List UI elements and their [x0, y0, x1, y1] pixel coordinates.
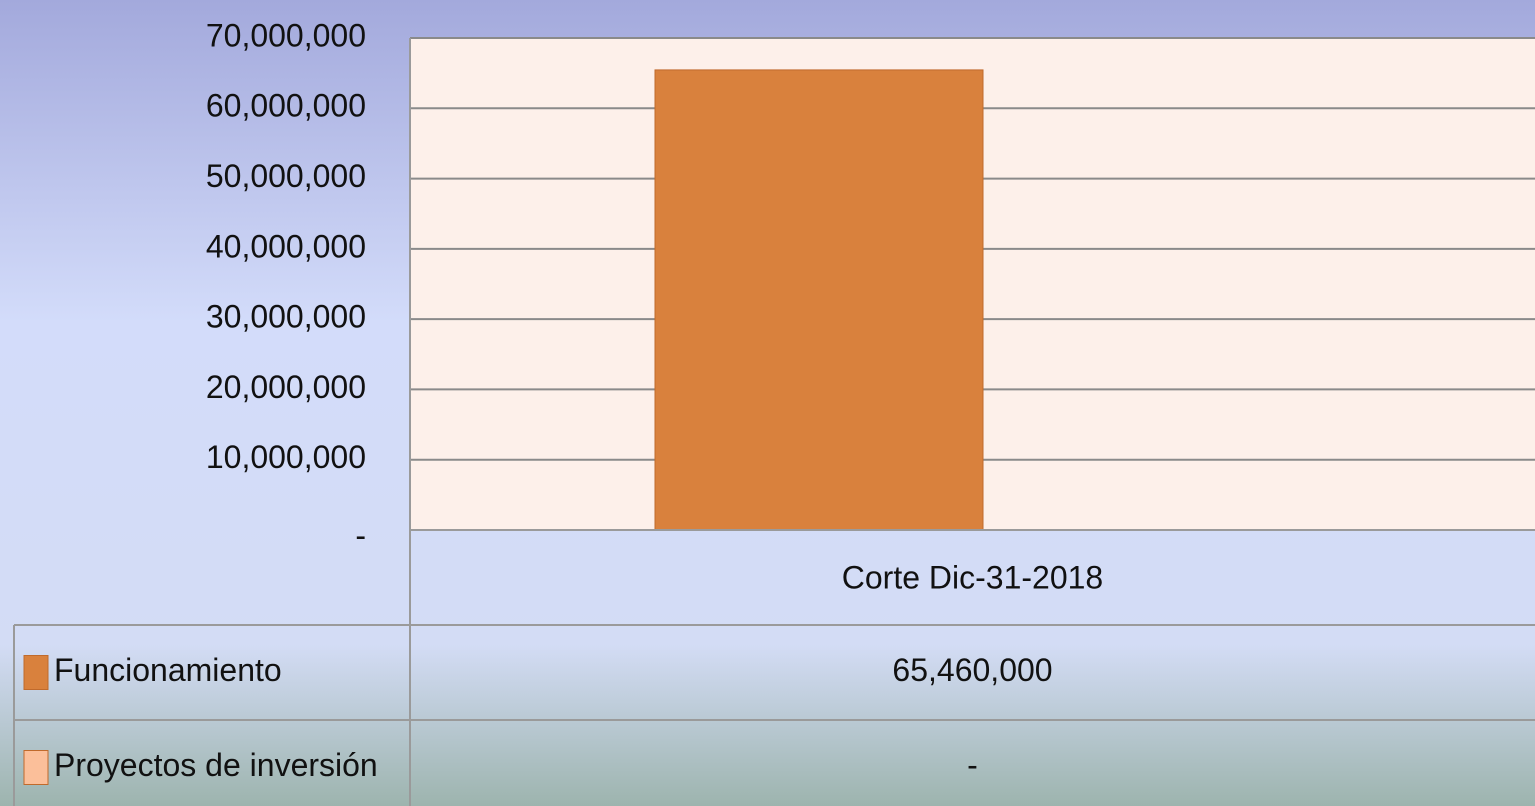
- y-tick-label: 10,000,000: [206, 439, 366, 475]
- bar: [654, 69, 984, 531]
- y-tick-label: 20,000,000: [206, 369, 366, 405]
- y-tick-label: 60,000,000: [206, 88, 366, 124]
- legend-swatch: [23, 750, 49, 785]
- value-label: -: [967, 747, 978, 783]
- value-label: 65,460,000: [892, 652, 1052, 688]
- y-tick-label: 70,000,000: [206, 17, 366, 53]
- legend-label: Funcionamiento: [54, 652, 282, 688]
- y-tick-label: 30,000,000: [206, 299, 366, 335]
- y-tick-label: -: [355, 517, 366, 553]
- y-tick-label: 50,000,000: [206, 158, 366, 194]
- legend-label: Proyectos de inversión: [54, 747, 378, 783]
- legend-swatch: [23, 655, 49, 690]
- x-tick-label: Corte Dic-31-2018: [842, 559, 1103, 595]
- y-tick-label: 40,000,000: [206, 228, 366, 264]
